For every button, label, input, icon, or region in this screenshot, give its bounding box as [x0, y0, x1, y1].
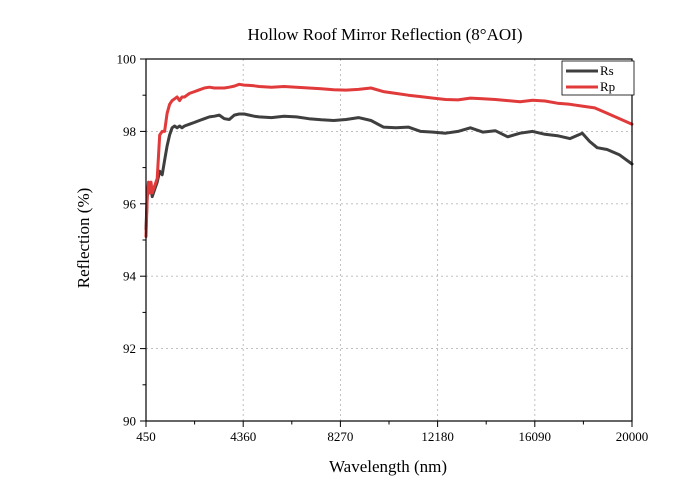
legend: Rs Rp — [561, 60, 635, 96]
x-tick-label: 8270 — [327, 429, 353, 444]
series-layer — [144, 82, 634, 238]
x-tick-label: 12180 — [421, 429, 454, 444]
grid — [146, 59, 632, 421]
ticks: 450 4360 8270 12180 16090 20000 90 92 94 96 98 100 — [117, 52, 649, 445]
y-axis-title: Reflection (%) — [74, 188, 93, 289]
legend-box — [561, 60, 635, 96]
legend-label-rs: Rs — [600, 63, 614, 78]
x-tick-label: 450 — [136, 429, 156, 444]
y-tick-label: 100 — [117, 52, 137, 67]
y-tick-label: 94 — [123, 269, 137, 284]
y-tick-label: 96 — [123, 196, 137, 211]
x-tick-label: 20000 — [616, 429, 649, 444]
series-line-rs — [144, 112, 634, 231]
y-tick-label: 90 — [123, 414, 136, 429]
legend-label-rp: Rp — [600, 79, 615, 94]
y-tick-label: 98 — [123, 124, 136, 139]
x-tick-label: 4360 — [230, 429, 256, 444]
y-tick-label: 92 — [123, 341, 136, 356]
x-axis-title: Wavelength (nm) — [329, 457, 447, 476]
x-tick-label: 16090 — [519, 429, 552, 444]
plot-frame — [145, 58, 633, 422]
series-line-rp — [144, 82, 634, 238]
chart-title: Hollow Roof Mirror Reflection (8°AOI) — [248, 25, 523, 44]
